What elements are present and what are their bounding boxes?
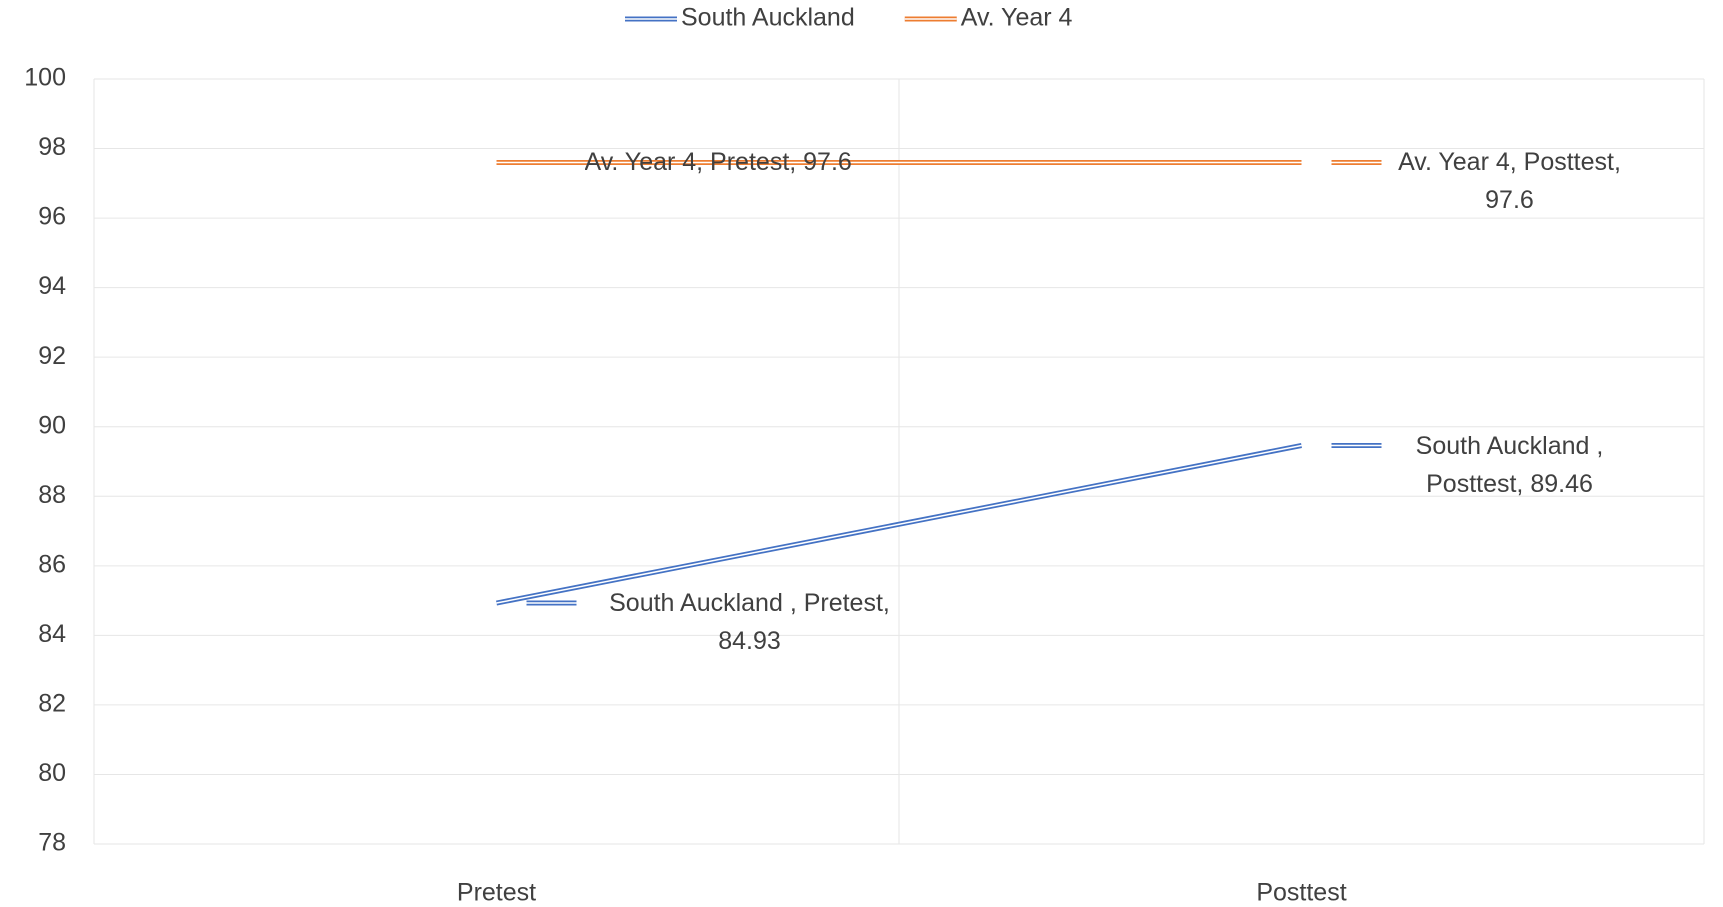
y-tick-label: 88	[38, 481, 66, 509]
y-tick-label: 86	[38, 550, 66, 578]
series-line-inner	[496, 444, 1302, 604]
y-tick-label: 84	[38, 620, 66, 648]
y-tick-label: 78	[38, 829, 66, 857]
x-tick-label: Pretest	[457, 879, 536, 907]
legend-label: Av. Year 4	[961, 4, 1073, 32]
y-tick-label: 90	[38, 411, 66, 439]
y-tick-label: 96	[38, 203, 66, 231]
y-tick-label: 100	[24, 64, 66, 92]
data-label-box: South Auckland , Posttest, 89.46	[1415, 431, 1604, 498]
data-label: Av. Year 4, Posttest, 97.6	[1398, 148, 1621, 215]
data-label-box: South Auckland , Pretest, 84.93	[609, 589, 890, 656]
y-tick-label: 82	[38, 690, 66, 718]
y-tick-label: 92	[38, 342, 66, 370]
data-label: South Auckland , Pretest, 84.93	[609, 589, 890, 656]
y-tick-label: 80	[38, 759, 66, 787]
x-tick-label: Posttest	[1256, 879, 1346, 907]
data-label-box: Av. Year 4, Posttest, 97.6	[1398, 148, 1621, 215]
y-tick-label: 94	[38, 272, 66, 300]
legend-label: South Auckland	[681, 4, 855, 32]
data-label-box: Av. Year 4, Pretest, 97.6	[584, 148, 852, 177]
y-tick-label: 98	[38, 133, 66, 161]
data-label: South Auckland , Posttest, 89.46	[1415, 431, 1604, 498]
data-label: Av. Year 4, Pretest, 97.6	[584, 148, 852, 177]
